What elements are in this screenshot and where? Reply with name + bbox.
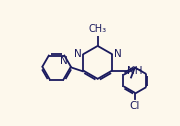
Text: NH: NH — [127, 66, 143, 76]
Text: N: N — [114, 49, 121, 59]
Text: Cl: Cl — [130, 101, 140, 111]
Text: N: N — [74, 49, 82, 59]
Text: CH₃: CH₃ — [89, 24, 107, 34]
Text: N: N — [60, 56, 68, 66]
